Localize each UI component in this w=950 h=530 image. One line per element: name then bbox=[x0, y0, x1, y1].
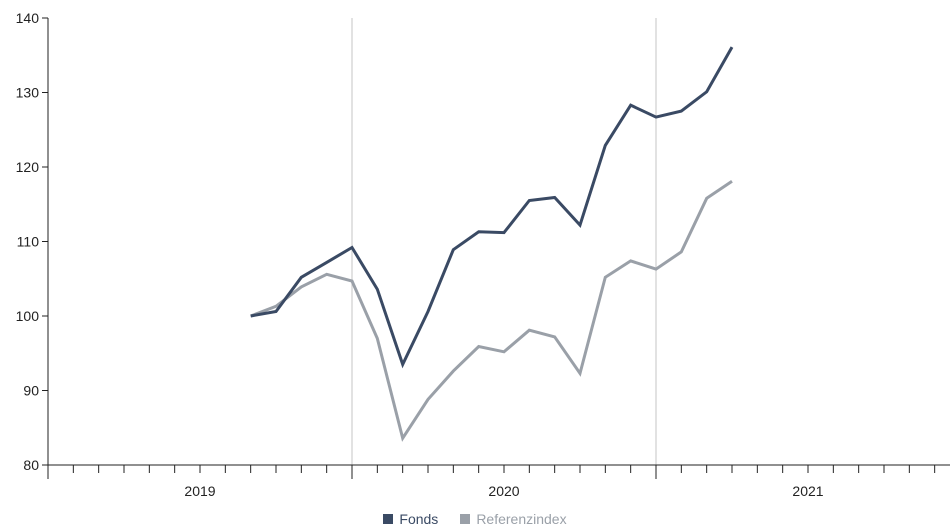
x-year-label: 2019 bbox=[184, 483, 215, 499]
y-tick-label: 120 bbox=[16, 159, 40, 175]
y-tick-label: 100 bbox=[16, 308, 40, 324]
legend-swatch-referenzindex bbox=[460, 514, 471, 524]
x-year-label: 2020 bbox=[488, 483, 519, 499]
series-line-referenzindex bbox=[250, 179, 733, 442]
legend-label-fonds: Fonds bbox=[399, 511, 439, 527]
y-tick-label: 90 bbox=[23, 383, 39, 399]
legend-item-fonds[interactable]: Fonds bbox=[383, 511, 438, 527]
series-line-fonds bbox=[250, 46, 734, 369]
y-tick-label: 80 bbox=[23, 457, 39, 473]
legend-item-referenzindex[interactable]: Referenzindex bbox=[460, 511, 567, 527]
y-tick-label: 130 bbox=[16, 85, 40, 101]
legend-swatch-fonds bbox=[383, 514, 394, 524]
x-year-label: 2021 bbox=[792, 483, 823, 499]
legend-label-referenzindex: Referenzindex bbox=[476, 511, 567, 527]
line-chart: 80 90 100 110 120 130 140 2019 2020 2021 bbox=[16, 10, 950, 499]
chart-legend: Fonds Referenzindex bbox=[0, 511, 950, 527]
y-tick-label: 110 bbox=[17, 234, 40, 250]
y-tick-label: 140 bbox=[16, 10, 40, 26]
